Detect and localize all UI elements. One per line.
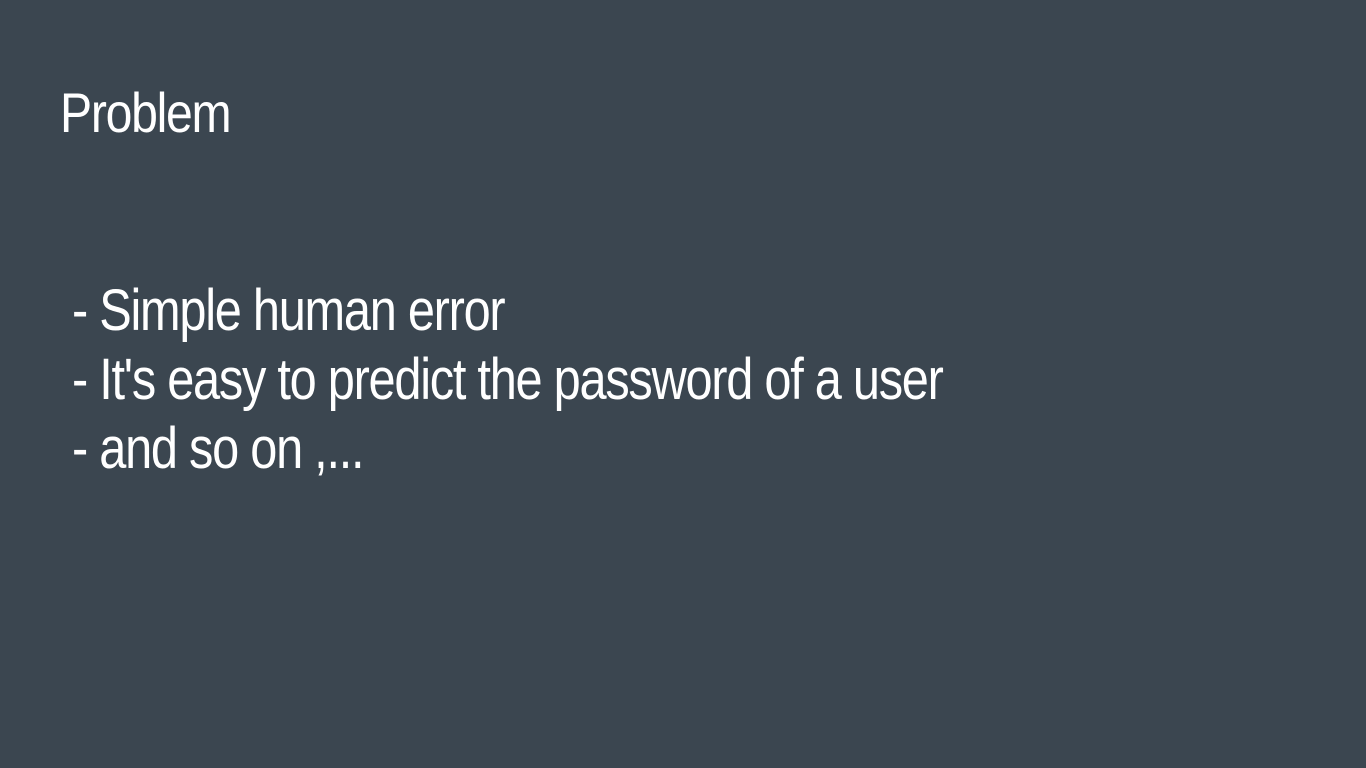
bullet-item-easy-to-predict-password: - It's easy to predict the password of a… (72, 347, 944, 412)
bullet-item-simple-human-error: - Simple human error (72, 278, 506, 343)
slide-title: Problem (60, 81, 232, 144)
slide-bullet-list: - Simple human error - It's easy to pred… (72, 276, 944, 483)
bullet-item-and-so-on: - and so on ,... (72, 416, 365, 481)
